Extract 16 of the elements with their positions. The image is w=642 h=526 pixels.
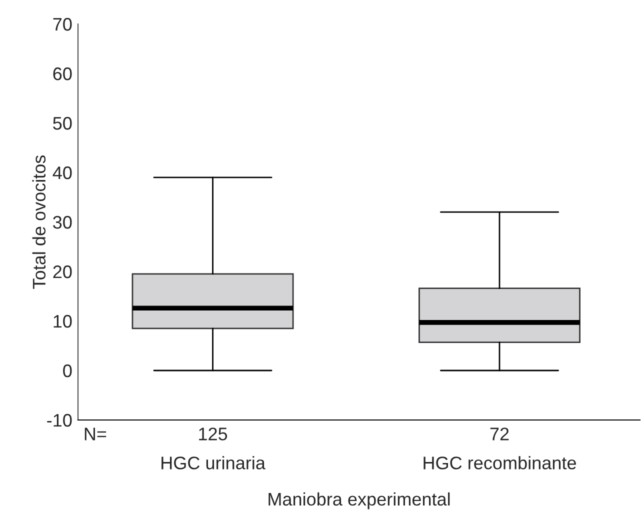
y-tick-label: 60 (53, 67, 72, 80)
text: N= (84, 428, 106, 440)
x-tick-label: HGC urinaria (162, 456, 266, 470)
x-axis-title: Maniobra experimental (268, 492, 450, 510)
x-tick-label: HGC recombinante (424, 456, 576, 470)
y-tick-label: 0 (63, 364, 72, 378)
y-tick-label: 40 (52, 166, 72, 180)
y-tick-label: 50 (53, 116, 72, 130)
y-axis-title: Total de ovocitos (32, 155, 46, 289)
text: 72 (490, 428, 509, 440)
y-tick-label: 70 (53, 18, 72, 31)
y-tick-label: -10 (47, 414, 72, 427)
y-tick-label: 30 (53, 216, 72, 229)
y-tick-label: 20 (53, 265, 72, 278)
y-tick-label: 10 (54, 314, 72, 328)
text: 125 (199, 428, 228, 440)
